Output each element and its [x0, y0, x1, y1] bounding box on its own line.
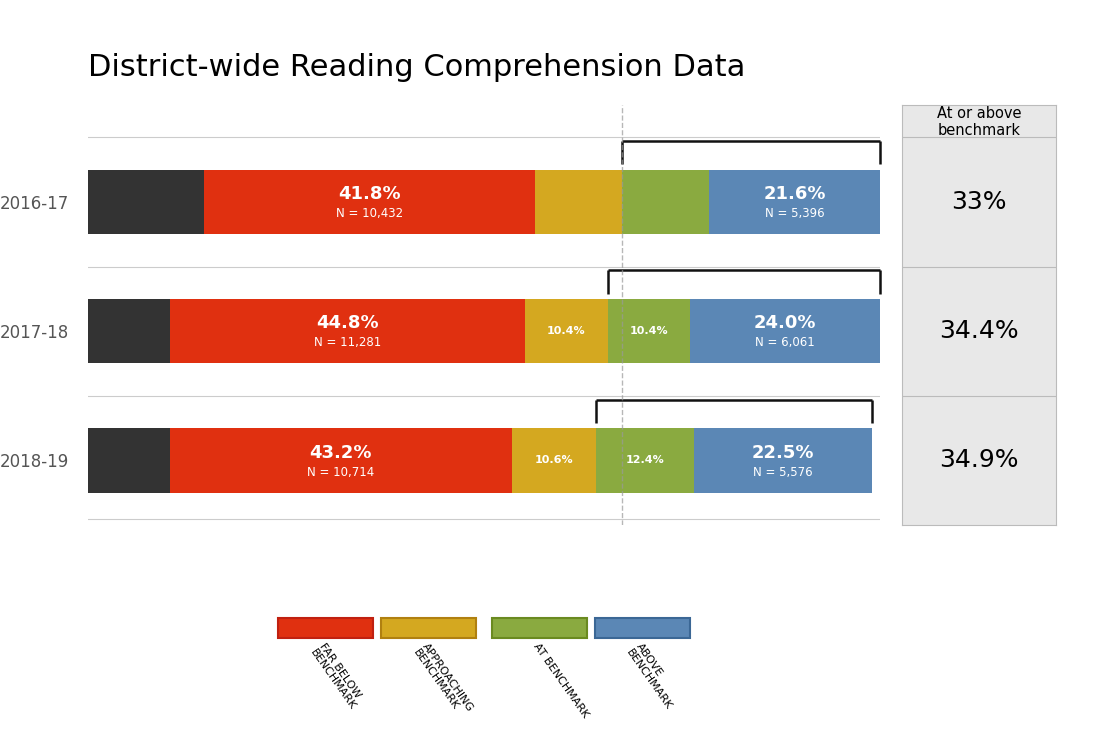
Bar [621, 170, 708, 234]
Bar [88, 170, 204, 234]
Text: At or above
benchmark: At or above benchmark [937, 106, 1021, 138]
Text: 34.9%: 34.9% [939, 448, 1019, 472]
Text: FAR BELOW
BENCHMARK: FAR BELOW BENCHMARK [308, 641, 366, 712]
Text: 34.4%: 34.4% [939, 320, 1019, 344]
Bar [169, 428, 512, 493]
Text: N = 5,396: N = 5,396 [764, 207, 824, 220]
Text: 41.8%: 41.8% [338, 185, 400, 203]
Bar [595, 618, 690, 638]
Text: N = 10,714: N = 10,714 [307, 466, 374, 478]
Bar [170, 298, 525, 364]
Bar [381, 618, 476, 638]
Text: 10.4%: 10.4% [547, 326, 585, 336]
Text: 33%: 33% [952, 190, 1006, 214]
Text: District-wide Reading Comprehension Data: District-wide Reading Comprehension Data [88, 53, 746, 82]
Bar [525, 298, 607, 364]
Text: N = 5,576: N = 5,576 [754, 466, 813, 478]
Text: N = 10,432: N = 10,432 [336, 207, 403, 220]
Bar [88, 428, 169, 493]
Text: ABOVE
BENCHMARK: ABOVE BENCHMARK [625, 641, 683, 712]
Bar [278, 618, 373, 638]
Text: 43.2%: 43.2% [309, 444, 372, 462]
Bar [607, 298, 690, 364]
Text: 10.4%: 10.4% [629, 326, 668, 336]
Text: N = 6,061: N = 6,061 [755, 336, 815, 350]
Text: APPROACHING
BENCHMARK: APPROACHING BENCHMARK [411, 641, 475, 720]
Bar [512, 428, 596, 493]
Bar [708, 170, 880, 234]
Text: AT BENCHMARK: AT BENCHMARK [531, 641, 590, 719]
Text: 10.6%: 10.6% [535, 455, 573, 466]
Bar [88, 298, 170, 364]
Bar [596, 428, 694, 493]
Text: 12.4%: 12.4% [626, 455, 664, 466]
Text: 24.0%: 24.0% [754, 314, 816, 332]
Bar [492, 618, 587, 638]
Text: N = 11,281: N = 11,281 [315, 336, 382, 350]
Text: 22.5%: 22.5% [751, 444, 814, 462]
Bar [690, 298, 880, 364]
Text: 21.6%: 21.6% [763, 185, 826, 203]
Bar [535, 170, 622, 234]
Bar [204, 170, 535, 234]
Bar [694, 428, 872, 493]
Text: 44.8%: 44.8% [317, 314, 379, 332]
